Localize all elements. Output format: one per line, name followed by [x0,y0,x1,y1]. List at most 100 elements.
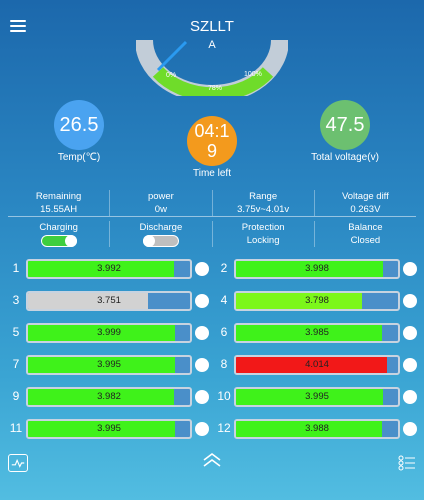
cell-number: 2 [220,261,228,275]
cell-balance-indicator[interactable] [403,358,417,372]
time-left-line2: 9 [206,141,217,161]
cell-voltage-value: 3.999 [97,327,121,338]
stat-label: Range [249,191,278,202]
cell-voltage-bar: 3.995 [26,419,192,439]
cell-number: 11 [9,421,23,435]
cell-balance-indicator[interactable] [195,390,209,404]
cell-balance-indicator[interactable] [195,358,209,372]
cell-voltage-fill [28,261,174,277]
charging-label: Charging [39,222,78,233]
cell-voltage-value: 3.995 [97,423,121,434]
stats-row: Remaining 15.55AH power 0w Range 3.75v~4.01… [8,190,416,216]
cell-voltage-bar: 3.995 [26,355,192,375]
cell-balance-indicator[interactable] [403,422,417,436]
stats-divider [8,216,416,217]
stat-voltage-diff: Voltage diff 0.263V [313,190,416,216]
cell-voltage-fill [28,293,148,309]
gauge-label-end: 100% [244,71,262,78]
time-left-circle: 04:1 9 [187,116,237,166]
cell-number: 5 [12,325,20,339]
cell-balance-indicator[interactable] [195,326,209,340]
cell-voltage-fill [28,389,174,405]
cell-voltage-bar: 3.982 [26,387,192,407]
cell-voltage-bar: 3.995 [234,387,400,407]
cell-number: 4 [220,293,228,307]
cell-balance-indicator[interactable] [403,390,417,404]
cell-balance-indicator[interactable] [403,262,417,276]
chevron-up-icon[interactable] [202,452,222,468]
charging-toggle[interactable] [40,235,77,247]
stat-label: power [147,191,174,202]
stat-power: power 0w [109,190,211,216]
current-gauge: 0% 78% 100% [136,39,288,96]
time-left-label: Time left [193,168,231,179]
total-voltage-label: Total voltage(v) [311,152,379,163]
cell-balance-indicator[interactable] [195,294,209,308]
protection-label: Protection [241,222,285,233]
cell-voltage-value: 3.751 [97,295,121,306]
cell-voltage-bar: 3.751 [26,291,192,311]
cell-voltage-bar: 3.998 [234,259,400,279]
toggle-knob [64,235,77,247]
cell-number: 3 [12,293,20,307]
cell-voltage-bar: 3.798 [234,291,400,311]
cell-voltage-value: 3.998 [305,263,329,274]
cell-voltage-fill [28,357,176,373]
cell-voltage-fill [236,421,382,437]
cell-voltage-fill [236,389,384,405]
stat-range: Range 3.75v~4.01v [211,190,314,216]
cell-voltage-value: 3.995 [305,391,329,402]
balance-label: Balance [348,222,383,233]
cell-balance-indicator[interactable] [195,262,209,276]
chart-icon[interactable] [8,454,28,472]
cell-voltage-value: 4.014 [305,359,329,370]
gauge-unit: A [208,39,216,51]
stat-value: 0.263V [350,204,381,215]
cell-voltage-bar: 3.992 [26,259,192,279]
time-left-line1: 04:1 [194,121,230,141]
cell-voltage-bar: 3.999 [26,323,192,343]
status-row: Charging Discharge Protection Locking Ba… [8,221,416,247]
cell-voltage-value: 3.995 [97,359,121,370]
cell-number: 7 [12,357,20,371]
cell-voltage-fill [236,293,363,309]
cell-number: 8 [220,357,228,371]
gauge-label-start: 0% [166,72,176,79]
settings-list-icon[interactable] [398,455,416,471]
gauge-fill [152,67,274,96]
cell-voltage-value: 3.798 [305,295,329,306]
cell-number: 12 [217,421,231,435]
temperature-circle: 26.5 [54,100,104,150]
cell-voltage-fill [28,421,176,437]
stat-label: Remaining [35,191,82,202]
charging-status: Charging [8,221,109,247]
cell-number: 6 [220,325,228,339]
temperature-label: Temp(℃) [57,152,101,163]
cell-balance-indicator[interactable] [195,422,209,436]
cell-voltage-fill [236,261,384,277]
stat-remaining: Remaining 15.55AH [8,190,109,216]
cell-balance-indicator[interactable] [403,294,417,308]
menu-icon[interactable] [10,20,26,32]
discharge-toggle[interactable] [142,235,179,247]
cell-voltage-value: 3.982 [97,391,121,402]
total-voltage-circle: 47.5 [320,100,370,150]
cell-voltage-value: 3.985 [305,327,329,338]
toggle-knob [142,235,155,247]
cell-balance-indicator[interactable] [403,326,417,340]
gauge-label-value: 78% [208,85,222,92]
app-title: SZLLT [190,18,234,35]
cell-voltage-value: 3.992 [97,263,121,274]
gauge-needle [156,40,188,72]
protection-status: Protection Locking [211,221,314,247]
balance-status: Balance Closed [313,221,416,247]
cell-voltage-fill [236,325,382,341]
discharge-label: Discharge [139,222,183,233]
stat-label: Voltage diff [341,191,389,202]
cell-number: 10 [217,389,231,403]
stat-value: 0w [154,204,167,215]
balance-value: Closed [350,235,381,246]
cell-voltage-value: 3.988 [305,423,329,434]
discharge-status: Discharge [109,221,211,247]
stat-value: 15.55AH [40,204,78,215]
